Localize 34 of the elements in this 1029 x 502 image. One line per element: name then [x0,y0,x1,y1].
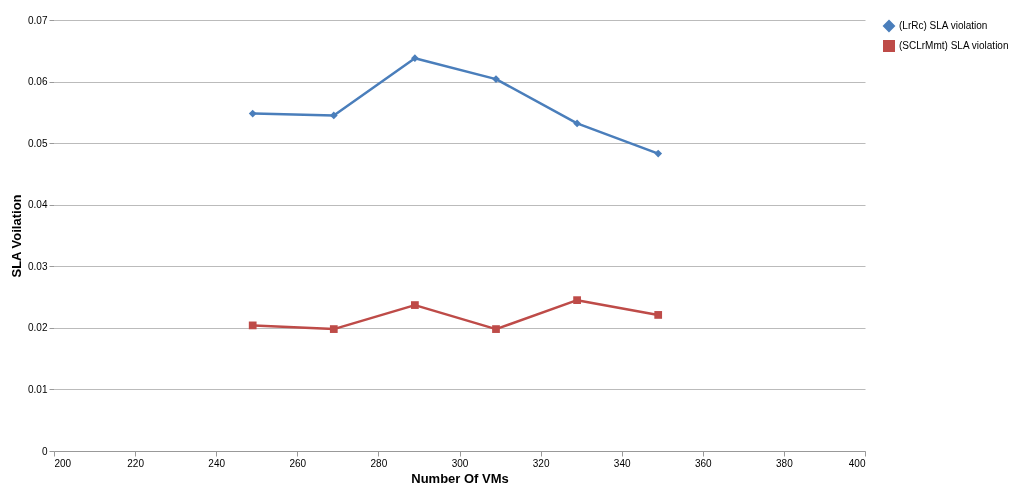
x-tick-label: 200 [54,457,72,469]
x-tick-label: 260 [289,457,307,469]
point [573,119,581,128]
y-tick-label: 0.07 [28,14,48,26]
x-tick-label: 320 [532,457,550,469]
point [411,54,419,63]
y-tick-label: 0 [41,445,48,457]
point [329,111,338,120]
point [329,325,338,333]
x-tick-label: 300 [451,457,469,469]
point [573,296,581,305]
y-tick-label: 0.05 [28,137,48,149]
y-tick-label: 0.06 [28,76,48,88]
x-tick-label: 220 [127,457,145,469]
x-tick-label: 280 [370,457,388,469]
point [411,301,419,309]
point [654,311,663,319]
x-tick-label: 380 [776,457,794,469]
point [248,321,257,330]
legend-label: (SCLrMmt) SLA violation [899,40,1009,51]
y-tick-label: 0.04 [28,199,48,211]
y-tick-label: 0.02 [28,322,48,334]
y-axis-title: SLA Voilation [9,194,25,278]
y-tick-label: 0.03 [28,260,48,272]
point [654,149,663,158]
x-tick-label: 400 [848,457,866,469]
x-axis-title: Number Of VMs [411,470,509,486]
x-tick-label: 340 [613,457,631,469]
point [492,325,500,333]
x-tick-label: 360 [694,457,713,469]
legend-label: (LrRc) SLA violation [899,20,988,31]
y-tick-label: 0.01 [28,383,48,395]
point [248,109,257,118]
x-tick-label: 240 [208,457,226,469]
